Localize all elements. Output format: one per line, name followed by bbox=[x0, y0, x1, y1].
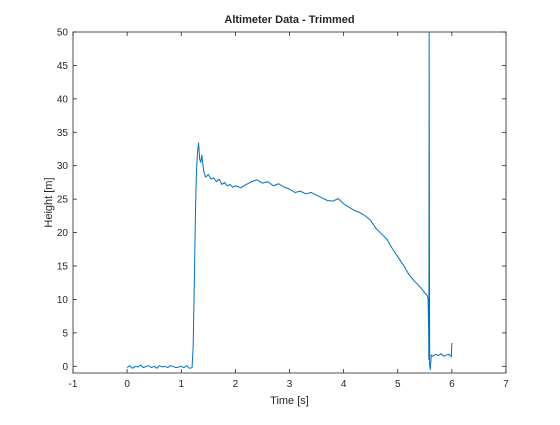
y-tick-label: 0 bbox=[62, 362, 68, 373]
x-tick-label: 0 bbox=[124, 379, 130, 390]
altitude-series-line bbox=[126, 31, 453, 371]
x-tick-label: 7 bbox=[503, 379, 509, 390]
x-tick-label: 5 bbox=[395, 379, 401, 390]
chart-title: Altimeter Data - Trimmed bbox=[224, 14, 354, 26]
x-tick-label: -1 bbox=[69, 379, 78, 390]
y-axis: 0 5 10 15 20 25 30 35 40 45 50 bbox=[57, 28, 506, 373]
x-tick-label: 1 bbox=[178, 379, 184, 390]
y-tick-label: 5 bbox=[62, 328, 68, 339]
y-axis-label: Height [m] bbox=[43, 177, 55, 227]
x-tick-label: 6 bbox=[449, 379, 455, 390]
y-tick-label: 20 bbox=[57, 228, 69, 239]
x-tick-label: 3 bbox=[287, 379, 293, 390]
axes-box bbox=[72, 31, 507, 374]
y-tick-label: 10 bbox=[57, 295, 69, 306]
x-axis: -1 0 1 2 3 4 5 6 7 bbox=[69, 32, 509, 390]
y-tick-label: 25 bbox=[57, 195, 69, 206]
x-tick-label: 2 bbox=[233, 379, 239, 390]
x-tick-label: 4 bbox=[341, 379, 347, 390]
y-tick-label: 15 bbox=[57, 262, 69, 273]
y-tick-label: 50 bbox=[57, 28, 69, 39]
y-tick-label: 45 bbox=[57, 61, 69, 72]
y-tick-label: 40 bbox=[57, 94, 69, 105]
x-axis-label: Time [s] bbox=[270, 395, 309, 407]
y-tick-label: 35 bbox=[57, 128, 69, 139]
y-tick-label: 30 bbox=[57, 161, 69, 172]
